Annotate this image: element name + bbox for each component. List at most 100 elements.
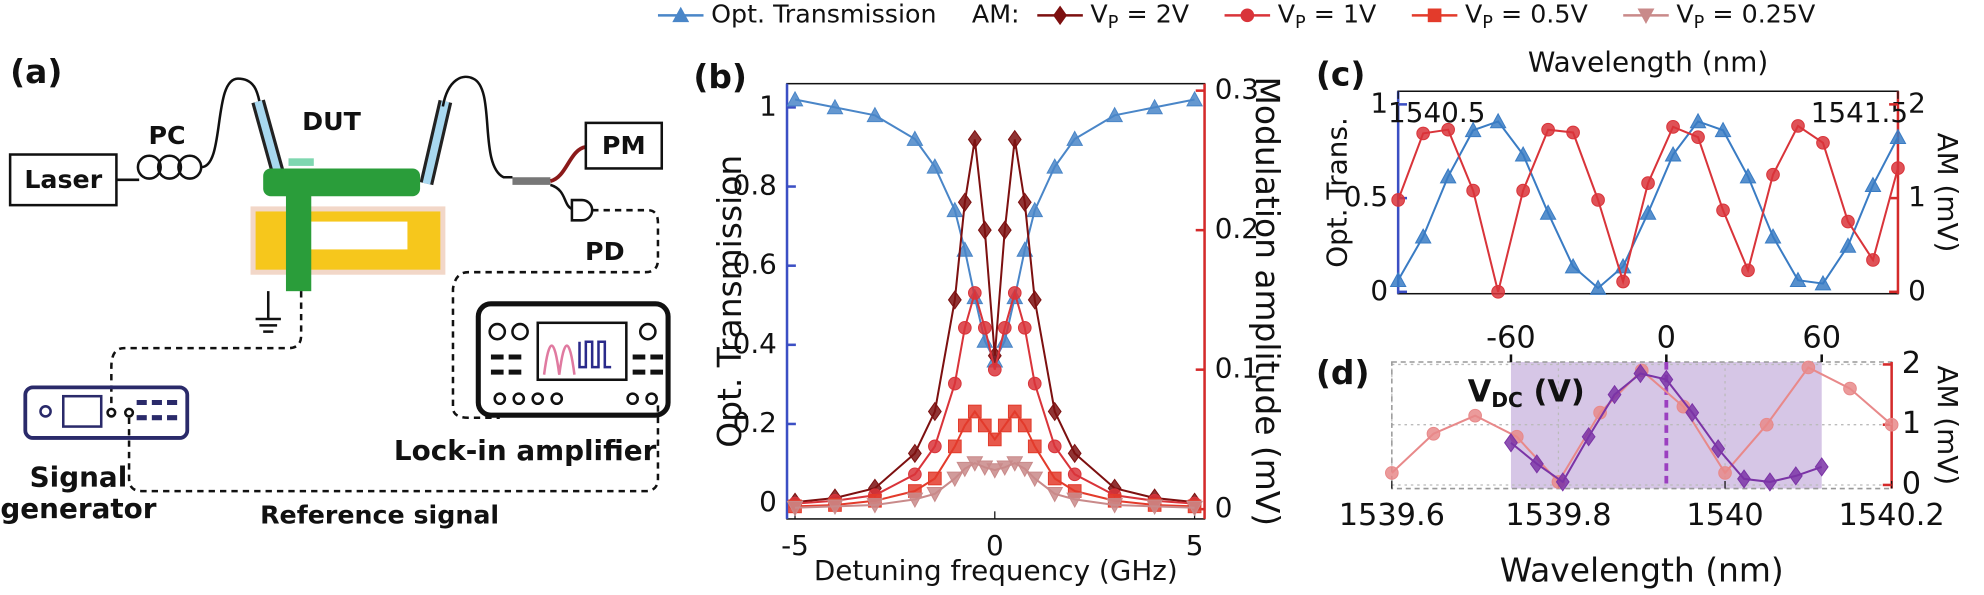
marker bbox=[997, 320, 1012, 335]
sg-knob bbox=[39, 405, 52, 418]
marker bbox=[1801, 360, 1816, 375]
sg-buttons bbox=[136, 399, 178, 421]
fiber-pm bbox=[549, 145, 587, 183]
marker bbox=[1664, 145, 1682, 162]
marker bbox=[1839, 237, 1857, 253]
marker bbox=[1106, 498, 1124, 514]
marker bbox=[977, 320, 992, 335]
reference-label: Reference signal bbox=[260, 500, 499, 529]
marker bbox=[1766, 167, 1780, 182]
marker bbox=[957, 320, 972, 335]
marker bbox=[1764, 228, 1782, 244]
marker bbox=[956, 461, 974, 478]
y2-axis-label: AM (mV) bbox=[1931, 133, 1964, 253]
marker bbox=[1026, 201, 1044, 218]
y-tick-label: 0.2 bbox=[733, 406, 777, 439]
chip-ring bbox=[288, 158, 314, 166]
port bbox=[550, 392, 564, 406]
x-axis-label: Wavelength (nm) bbox=[1528, 45, 1768, 78]
marker bbox=[967, 129, 982, 150]
legend-label-rest: = 0.5V bbox=[1493, 0, 1589, 28]
marker bbox=[907, 443, 922, 464]
marker bbox=[672, 6, 690, 23]
x-tick-label: 1539.6 bbox=[1339, 498, 1445, 533]
series-line bbox=[794, 98, 1195, 363]
legend-label-rest: = 1V bbox=[1306, 0, 1377, 28]
marker bbox=[1739, 167, 1757, 184]
marker bbox=[1581, 427, 1596, 447]
x-axis-label: Wavelength (nm) bbox=[1500, 551, 1784, 590]
pm-box bbox=[584, 121, 664, 170]
y2-tick-label: 0.2 bbox=[1215, 212, 1259, 245]
marker bbox=[1186, 500, 1204, 517]
marker bbox=[1637, 8, 1655, 24]
marker bbox=[1240, 8, 1255, 23]
probe bbox=[422, 100, 450, 185]
marker bbox=[1529, 454, 1544, 474]
marker bbox=[1186, 90, 1204, 107]
legend: Opt. Transmission AM: VP = 2V VP = 1V VP = 0… bbox=[657, 0, 1816, 33]
legend-label-sub: P bbox=[1108, 13, 1119, 33]
marker bbox=[1427, 8, 1442, 23]
marker bbox=[1489, 112, 1507, 129]
fiber bbox=[200, 77, 262, 169]
chart: -5 0 500.20.40.60.8100.10.20.3(b)Detuning … bbox=[693, 57, 1286, 587]
panel-label: (a) bbox=[10, 52, 62, 91]
lock-in bbox=[475, 301, 671, 418]
y2-tick-label: 2 bbox=[1902, 346, 1921, 381]
sg-port bbox=[124, 407, 135, 418]
marker bbox=[1047, 401, 1062, 422]
marker bbox=[826, 499, 844, 516]
marker bbox=[948, 439, 962, 454]
legend-label-main: V bbox=[1278, 0, 1296, 28]
y2-tick-label: 0.3 bbox=[1215, 73, 1259, 106]
marker bbox=[1689, 112, 1707, 129]
x-tick-label: -5 bbox=[781, 529, 809, 562]
signal-generator bbox=[23, 385, 190, 440]
buttons bbox=[490, 354, 664, 375]
marker bbox=[1027, 439, 1042, 454]
y2-tick-label: 0 bbox=[1908, 274, 1926, 307]
marker bbox=[1816, 135, 1830, 150]
marker bbox=[1066, 492, 1084, 509]
marker bbox=[1514, 145, 1532, 162]
y2-axis-label: Modulation amplitude (mV) bbox=[1248, 76, 1287, 526]
pm-label: PM bbox=[602, 131, 646, 160]
marker bbox=[946, 471, 964, 488]
marker bbox=[1441, 122, 1455, 137]
marker bbox=[1389, 271, 1407, 288]
legend-label-sub: P bbox=[1694, 13, 1705, 33]
marker bbox=[1017, 320, 1032, 335]
legend-label: VP = 0.25V bbox=[1676, 0, 1816, 33]
marker bbox=[1759, 417, 1774, 432]
legend-label: VP = 1V bbox=[1278, 0, 1377, 33]
marker bbox=[1539, 204, 1557, 220]
marker bbox=[1555, 472, 1570, 492]
marker bbox=[1566, 125, 1580, 140]
x-axis-label: Detuning frequency (GHz) bbox=[814, 554, 1178, 587]
coil bbox=[136, 154, 162, 180]
marker bbox=[1046, 158, 1064, 174]
marker bbox=[1516, 183, 1530, 198]
y-tick-label: 0.5 bbox=[1344, 180, 1388, 213]
marker bbox=[1789, 271, 1807, 288]
marker bbox=[1714, 121, 1732, 138]
diagram: (a) Laser PC DUT PM PD Signal generat bbox=[0, 52, 671, 529]
port bbox=[626, 392, 639, 406]
marker bbox=[1691, 130, 1705, 145]
chart: 1540.5 1541.5 0 0.5 1 0 1 2 (c) Wavelength (nm) Op… bbox=[1316, 45, 1964, 306]
sg-port bbox=[106, 407, 117, 418]
x2-tick-label: 60 bbox=[1802, 321, 1841, 356]
marker bbox=[1146, 499, 1164, 516]
y-tick-label: 0 bbox=[1370, 274, 1388, 307]
marker bbox=[1464, 121, 1482, 138]
marker bbox=[1641, 176, 1655, 190]
wire bbox=[127, 405, 660, 493]
port bbox=[493, 392, 507, 406]
marker bbox=[926, 486, 944, 503]
marker bbox=[786, 500, 804, 517]
marker bbox=[927, 401, 942, 422]
marker bbox=[1884, 417, 1899, 432]
marker bbox=[1026, 471, 1044, 488]
marker bbox=[997, 418, 1012, 433]
